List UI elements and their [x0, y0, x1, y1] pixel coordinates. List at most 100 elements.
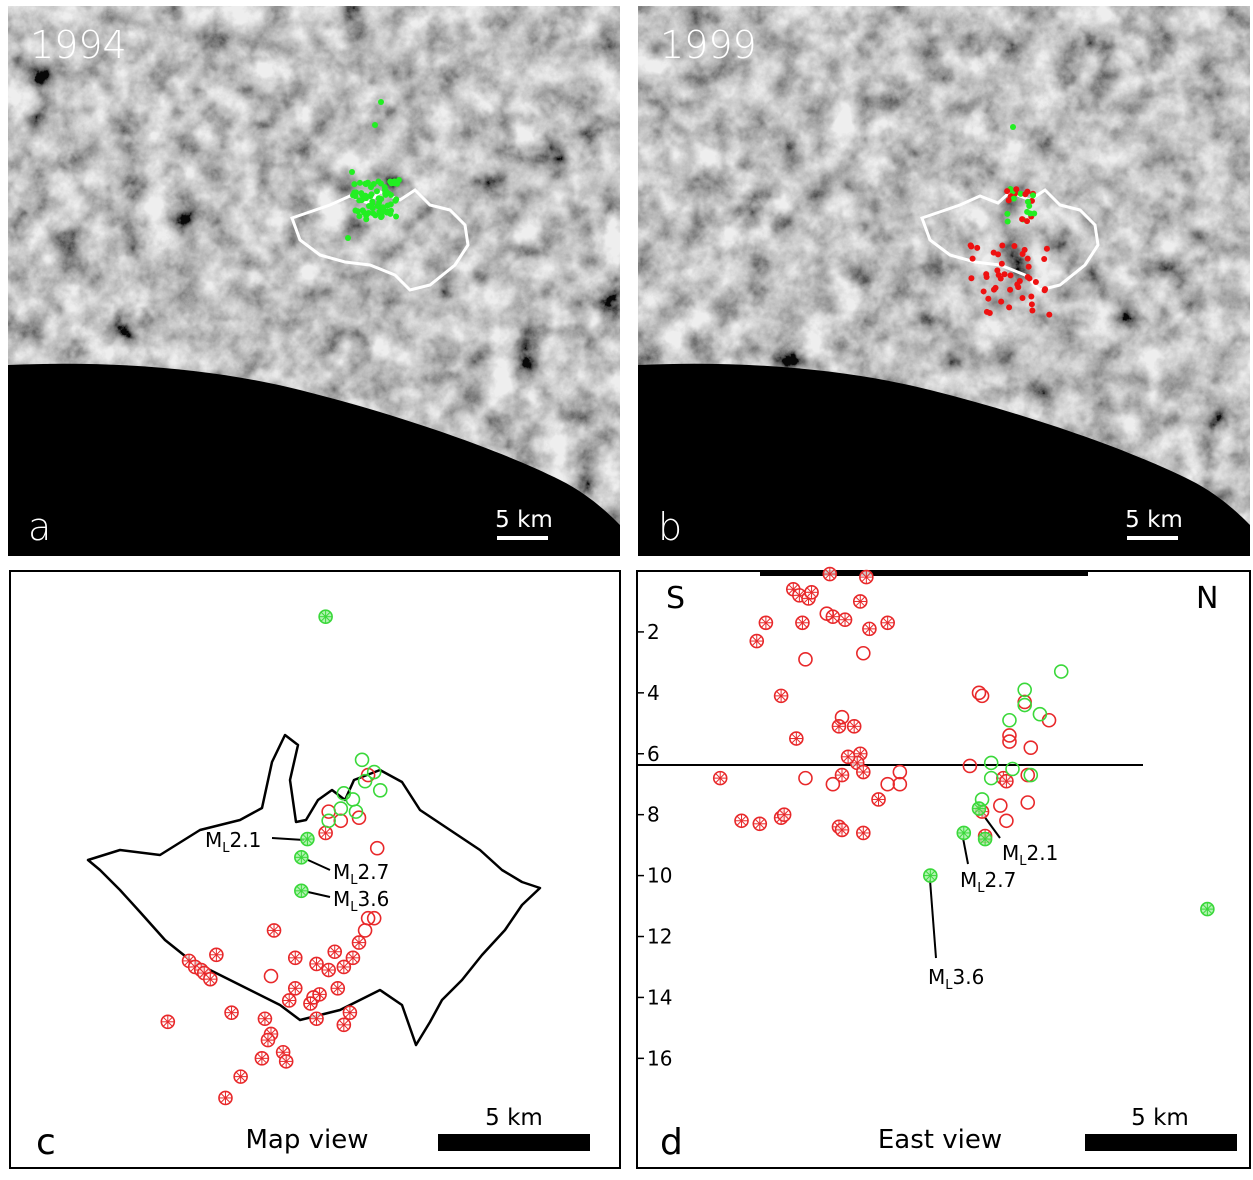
- event-marker: [337, 960, 350, 973]
- marker-circle: [985, 772, 998, 785]
- marker-circle: [359, 924, 372, 937]
- dot: [991, 250, 997, 256]
- dot: [998, 299, 1004, 305]
- event-marker: [353, 936, 366, 949]
- top-bar: [760, 571, 1088, 576]
- marker-circle: [359, 775, 372, 788]
- marker-circle: [1018, 683, 1031, 696]
- event-marker: [264, 970, 277, 983]
- event-marker: [1003, 714, 1016, 727]
- y-tick-label: 2: [647, 620, 660, 644]
- y-tick-label: 4: [647, 681, 660, 705]
- dot: [376, 199, 382, 205]
- event-marker: [976, 689, 989, 702]
- event-marker: [857, 826, 870, 839]
- event-marker: [753, 817, 766, 830]
- dot: [363, 216, 369, 222]
- dot: [1042, 286, 1048, 292]
- dot: [352, 208, 358, 214]
- m: M: [333, 887, 350, 911]
- panel-a: 1994 a 5 km: [8, 6, 620, 556]
- magnitude-label: ML2.7: [333, 860, 389, 888]
- event-marker: [1033, 708, 1046, 721]
- event-marker: [979, 833, 992, 846]
- dot: [351, 181, 357, 187]
- event-marker: [820, 607, 833, 620]
- dot: [1005, 218, 1011, 224]
- marker-circle: [893, 766, 906, 779]
- dot: [1004, 188, 1010, 194]
- dot: [1006, 304, 1012, 310]
- panel-frame: [637, 571, 1250, 1168]
- marker-circle: [985, 756, 998, 769]
- dot: [388, 192, 394, 198]
- event-marker: [854, 595, 867, 608]
- event-marker: [295, 851, 308, 864]
- panel-label: b: [658, 505, 682, 549]
- event-marker: [799, 653, 812, 666]
- event-marker: [893, 778, 906, 791]
- dot: [378, 214, 384, 220]
- event-marker: [1055, 665, 1068, 678]
- marker-circle: [1024, 769, 1037, 782]
- event-marker: [346, 793, 359, 806]
- caption: Map view: [245, 1125, 368, 1155]
- event-marker: [1000, 814, 1013, 827]
- event-marker: [836, 823, 849, 836]
- dot: [1026, 264, 1032, 270]
- marker-circle: [368, 912, 381, 925]
- dot: [1007, 287, 1013, 293]
- event-marker: [307, 991, 320, 1004]
- magnitude-label: ML3.6: [333, 887, 389, 915]
- mag: 2.1: [1027, 841, 1059, 865]
- event-marker: [349, 805, 362, 818]
- marker-circle: [1006, 762, 1019, 775]
- dot: [1030, 192, 1036, 198]
- event-marker: [799, 772, 812, 785]
- mag: 2.1: [230, 828, 262, 852]
- scale-label: 5 km: [1125, 507, 1183, 533]
- marker-circle: [349, 805, 362, 818]
- event-marker: [985, 772, 998, 785]
- panel-d: S N ML2.1 ML2.7 ML3.6 d East view 5 km 2…: [637, 568, 1250, 1168]
- dot: [968, 244, 974, 250]
- event-marker: [836, 711, 849, 724]
- dot: [362, 181, 368, 187]
- event-marker: [280, 1055, 293, 1068]
- mag: 3.6: [953, 965, 985, 989]
- y-tick-label: 14: [647, 985, 672, 1009]
- event-marker: [283, 994, 296, 1007]
- event-marker: [219, 1091, 232, 1104]
- y-tick-label: 8: [647, 803, 660, 827]
- dot: [350, 192, 356, 198]
- m: M: [960, 868, 977, 892]
- dot: [968, 275, 974, 281]
- scale-label: 5 km: [495, 507, 553, 533]
- event-marker: [759, 616, 772, 629]
- dot: [1024, 189, 1030, 195]
- event-marker: [775, 689, 788, 702]
- event-marker: [210, 948, 223, 961]
- dot: [998, 276, 1004, 282]
- year-label: 1999: [660, 23, 757, 67]
- scale-label: 5 km: [485, 1105, 543, 1131]
- event-marker: [735, 814, 748, 827]
- year-label: 1994: [30, 23, 127, 67]
- scale-label: 5 km: [1131, 1105, 1189, 1131]
- marker-circle: [1021, 796, 1034, 809]
- dot: [371, 181, 377, 187]
- dot: [1027, 211, 1033, 217]
- dot: [1046, 312, 1052, 318]
- event-marker: [268, 924, 281, 937]
- scale-bar: [497, 536, 548, 540]
- dot: [1025, 199, 1031, 205]
- event-marker: [790, 732, 803, 745]
- dot: [974, 245, 980, 251]
- m: M: [205, 828, 222, 852]
- caption: East view: [878, 1125, 1002, 1155]
- dot: [388, 201, 394, 207]
- event-marker: [994, 799, 1007, 812]
- dot: [1024, 218, 1030, 224]
- direction-label: N: [1196, 581, 1218, 616]
- dot: [970, 256, 976, 262]
